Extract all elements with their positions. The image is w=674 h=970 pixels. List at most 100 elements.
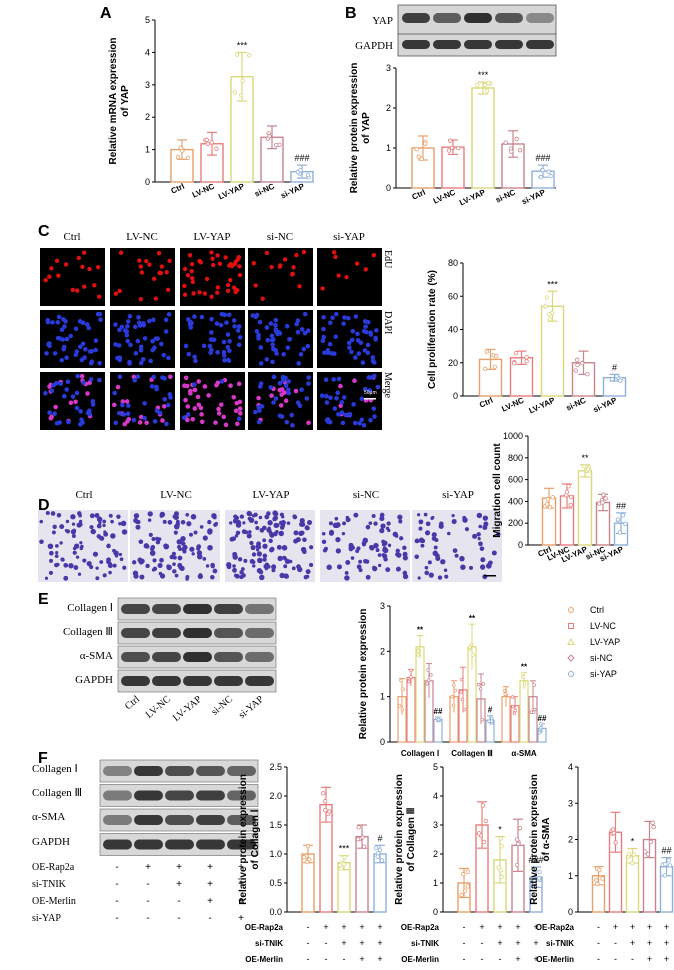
blot-band-f [227,839,256,850]
data-point-B [475,82,480,88]
data-point-D [547,505,553,510]
migrated-cell [297,566,303,573]
dapi-cell [64,355,69,361]
treatment-sign-F3: + [664,922,669,932]
chart-f2: 0 1 2 3 4 5 * ### Relative protein expressionof … [394,762,544,964]
data-point-B [538,174,544,180]
scale-bar [364,398,376,400]
data-point-C [547,312,552,317]
dapi-cell [277,387,283,393]
image-col-label-d: LV-NC [160,489,192,501]
data-point-E [429,673,433,677]
significance-label-F1: # [377,833,382,843]
blot-band-f [134,790,163,801]
data-point-D [585,467,591,472]
migrated-cell [239,575,244,580]
migrated-cell [328,530,334,536]
data-point-D [550,495,555,500]
treatment-sign-F1: + [377,938,382,948]
edu-cell [215,290,220,295]
blot-treatment-sign: - [115,913,118,924]
migrated-cell [334,524,339,529]
y-tick-label-B: 2 [386,103,391,113]
blot-treatment-sign: + [145,862,151,873]
dapi-cell [195,394,201,400]
dapi-cell [73,399,78,405]
legend-marker-E [568,623,574,629]
data-point-E [436,717,441,722]
data-point-E [490,719,494,723]
migrated-cell [210,564,215,569]
data-point-B [423,141,428,146]
blot-label-gapdh-f: GAPDH [32,836,70,848]
data-point-F2 [499,844,504,849]
data-point-B [514,136,519,142]
data-point-F2 [516,841,521,847]
panel-label-e: E [38,591,49,608]
edu-cell [189,261,195,267]
significance-label-F2: * [498,825,502,835]
blot-lane-label: LV-NC [144,694,173,721]
blot-band-e [121,676,150,686]
data-point-B [416,154,421,159]
migrated-cell [459,555,465,562]
x-tick-label-A: si-NC [253,182,276,199]
edu-cell [237,272,243,278]
data-point-C [482,366,488,372]
dapi-cell [85,391,90,396]
migrated-cell [417,513,421,517]
dapi-cell [302,330,308,336]
data-point-C [610,377,615,382]
dapi-cell [81,380,86,385]
dapi-cell [79,357,85,363]
dapi-cell [74,405,80,411]
dapi-cell [64,336,70,342]
x-tick-label-B: si-NC [494,188,517,205]
dapi-cell [70,394,76,399]
x-tick-label-B: si-YAP [520,187,547,206]
data-point-F3 [663,862,668,867]
migrated-cell [377,553,382,557]
data-point-F3 [667,863,673,868]
edu-cell [291,265,296,270]
significance-label-A: ### [294,153,309,163]
migrated-cell [342,521,347,526]
dapi-cell [74,349,80,354]
edu-cell [235,287,240,293]
edu-cell [264,250,270,256]
migrated-cell [148,532,153,537]
data-point-C [513,350,519,356]
migrated-cell [199,525,204,529]
dapi-cell [160,375,165,380]
treatment-sign-F1: - [325,954,328,964]
image-col-label: LV-NC [126,231,158,243]
migrated-cell [60,557,65,562]
migrated-cell [246,533,252,539]
dapi-cell [252,409,258,415]
data-point-F1 [305,843,311,849]
migrated-cell [430,516,434,521]
x-tick-label-E: α-SMA [511,749,537,758]
dapi-cell [47,410,52,415]
edu-cell [269,264,274,270]
dapi-cell [350,328,356,334]
dapi-cell [360,360,366,365]
migrated-cell [188,532,193,537]
data-point-F1 [356,825,361,830]
migrated-cell [96,516,103,523]
dapi-cell [59,357,65,363]
migrated-cell [365,524,371,530]
treatment-sign-F2: + [497,922,502,932]
dapi-cell [273,327,279,332]
data-point-F1 [373,845,379,851]
blot-label-gapdh-e: GAPDH [75,674,113,686]
dapi-cell [236,381,242,387]
blot-band-f [227,815,256,825]
data-point-C [544,295,550,300]
data-point-F3 [643,849,648,854]
dapi-cell [138,360,144,366]
significance-label-E: # [488,706,493,715]
data-point-E [452,683,456,687]
edu-cell [204,276,210,282]
migrated-cell [379,528,385,534]
